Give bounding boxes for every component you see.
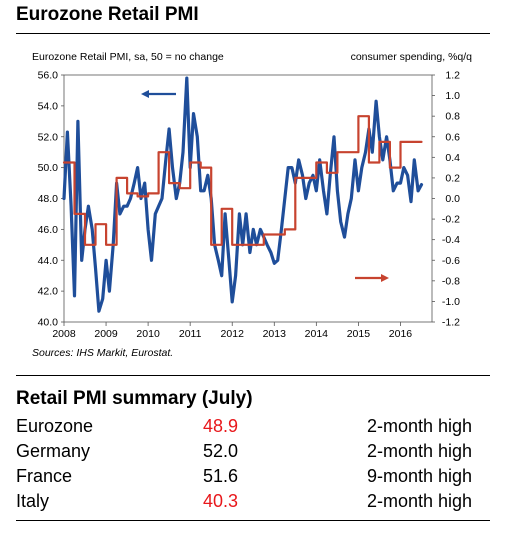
y-left-tick-label: 44.0 <box>38 255 59 267</box>
y-right-tick-label: -0.2 <box>442 214 460 226</box>
chart-container: Eurozone Retail PMI, sa, 50 = no change … <box>0 40 507 370</box>
summary-country: Germany <box>16 441 91 461</box>
summary-note: 9-month high <box>367 466 473 486</box>
consumer-spending-line <box>62 115 423 246</box>
x-tick-label: 2009 <box>94 328 118 340</box>
summary-row: Germany 52.0 2-month high <box>16 441 490 466</box>
x-tick-label: 2013 <box>263 328 287 340</box>
summary-title: Retail PMI summary (July) <box>16 388 253 409</box>
summary-value: 48.9 <box>203 416 239 436</box>
y-left-tick-label: 50.0 <box>38 162 59 174</box>
summary-country: France <box>16 466 73 486</box>
y-left-tick-label: 40.0 <box>38 317 59 329</box>
y-right-tick-label: -0.8 <box>442 275 460 287</box>
summary-row: France 51.6 9-month high <box>16 466 490 491</box>
summary-value: 51.6 <box>203 466 239 486</box>
summary-country: Italy <box>16 491 50 511</box>
left-axis-label: Eurozone Retail PMI, sa, 50 = no change <box>32 51 224 63</box>
summary-note: 2-month high <box>367 491 473 511</box>
y-right-tick-label: -1.2 <box>442 317 460 329</box>
summary-value: 52.0 <box>203 441 239 461</box>
y-left-tick-label: 48.0 <box>38 193 59 205</box>
y-right-tick-label: -1.0 <box>442 296 460 308</box>
y-right-tick-label: 0.8 <box>445 111 460 123</box>
left-axis-arrowhead <box>141 90 149 98</box>
plot-area: 40.0 42.0 44.0 46.0 48.0 50.0 52.0 54.0 56.0 -1.2… <box>38 70 461 341</box>
y-right-tick-label: 0.6 <box>445 131 460 143</box>
source-note: Sources: IHS Markit, Eurostat. <box>32 347 173 359</box>
summary-note: 2-month high <box>367 416 473 436</box>
y-left-tick-label: 54.0 <box>38 100 59 112</box>
x-tick-label: 2016 <box>389 328 413 340</box>
title-rule <box>16 33 490 34</box>
y-right-tick-label: 1.2 <box>445 70 460 82</box>
chart-title: Eurozone Retail PMI <box>16 4 199 25</box>
y-left-tick-label: 56.0 <box>38 70 59 82</box>
summary-bottom-rule <box>16 520 490 521</box>
x-tick-label: 2014 <box>305 328 329 340</box>
chart-bottom-rule <box>16 375 490 376</box>
y-right-tick-label: 1.0 <box>445 90 460 102</box>
y-left-tick-label: 46.0 <box>38 224 59 236</box>
x-tick-label: 2012 <box>221 328 245 340</box>
y-left-tick-label: 42.0 <box>38 286 59 298</box>
right-axis-arrowhead <box>381 274 389 282</box>
y-right-tick-label: 0.4 <box>445 152 460 164</box>
y-right-tick-label: 0.0 <box>445 193 460 205</box>
y-right-tick-label: -0.6 <box>442 255 460 267</box>
y-right-tick-label: -0.4 <box>442 234 460 246</box>
x-tick-label: 2011 <box>179 328 202 340</box>
y-right-tick-label: 0.2 <box>445 172 460 184</box>
right-axis-label: consumer spending, %q/q <box>351 51 473 63</box>
y-left-tick-label: 52.0 <box>38 131 59 143</box>
summary-note: 2-month high <box>367 441 473 461</box>
summary-row: Italy 40.3 2-month high <box>16 491 490 516</box>
chart-svg: Eurozone Retail PMI, sa, 50 = no change … <box>32 51 473 359</box>
summary-country: Eurozone <box>16 416 94 436</box>
summary-row: Eurozone 48.9 2-month high <box>16 416 490 441</box>
summary-value: 40.3 <box>203 491 239 511</box>
x-tick-label: 2015 <box>347 328 371 340</box>
x-tick-label: 2010 <box>136 328 160 340</box>
x-tick-label: 2008 <box>52 328 76 340</box>
